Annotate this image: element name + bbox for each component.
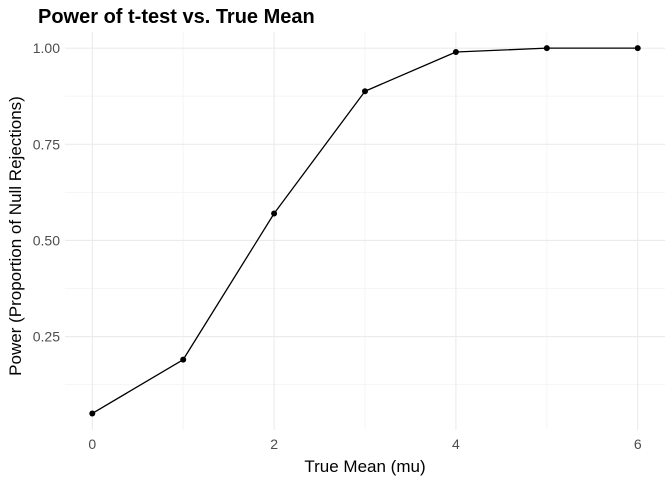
- data-point-2: [271, 210, 278, 217]
- data-point-3: [362, 88, 368, 95]
- x-axis-label: True Mean (mu): [304, 457, 425, 476]
- tick-labels: 0 2 4 6 0.25 0.50 0.75 1.00: [33, 40, 642, 452]
- y-tick-label-2: 0.75: [33, 136, 60, 152]
- y-tick-label-0: 0.25: [33, 329, 60, 345]
- y-axis-label: Power (Proportion of Null Rejections): [6, 96, 25, 376]
- data-point-6: [634, 45, 641, 52]
- x-tick-label-0: 0: [88, 436, 96, 452]
- x-tick-label-3: 6: [634, 436, 642, 452]
- data-point-0: [89, 410, 96, 417]
- y-tick-label-1: 0.50: [33, 232, 60, 248]
- grid: [65, 32, 665, 430]
- plot-area: [89, 45, 641, 417]
- chart-title: Power of t-test vs. True Mean: [38, 6, 315, 28]
- x-tick-label-1: 2: [270, 436, 278, 452]
- data-point-5: [543, 45, 550, 52]
- y-tick-label-3: 1.00: [33, 40, 60, 56]
- data-point-4: [452, 48, 459, 55]
- x-tick-label-2: 4: [452, 436, 460, 452]
- data-point-1: [180, 356, 187, 363]
